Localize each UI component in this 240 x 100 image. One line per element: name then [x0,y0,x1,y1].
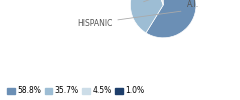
Legend: 58.8%, 35.7%, 4.5%, 1.0%: 58.8%, 35.7%, 4.5%, 1.0% [6,86,145,96]
Wedge shape [146,0,196,38]
Wedge shape [152,0,163,5]
Text: BLACK: BLACK [144,0,212,2]
Text: WHITE: WHITE [161,0,212,2]
Wedge shape [161,0,163,5]
Text: HISPANIC: HISPANIC [77,11,181,28]
Text: A.I.: A.I. [165,0,199,9]
Wedge shape [130,0,163,33]
